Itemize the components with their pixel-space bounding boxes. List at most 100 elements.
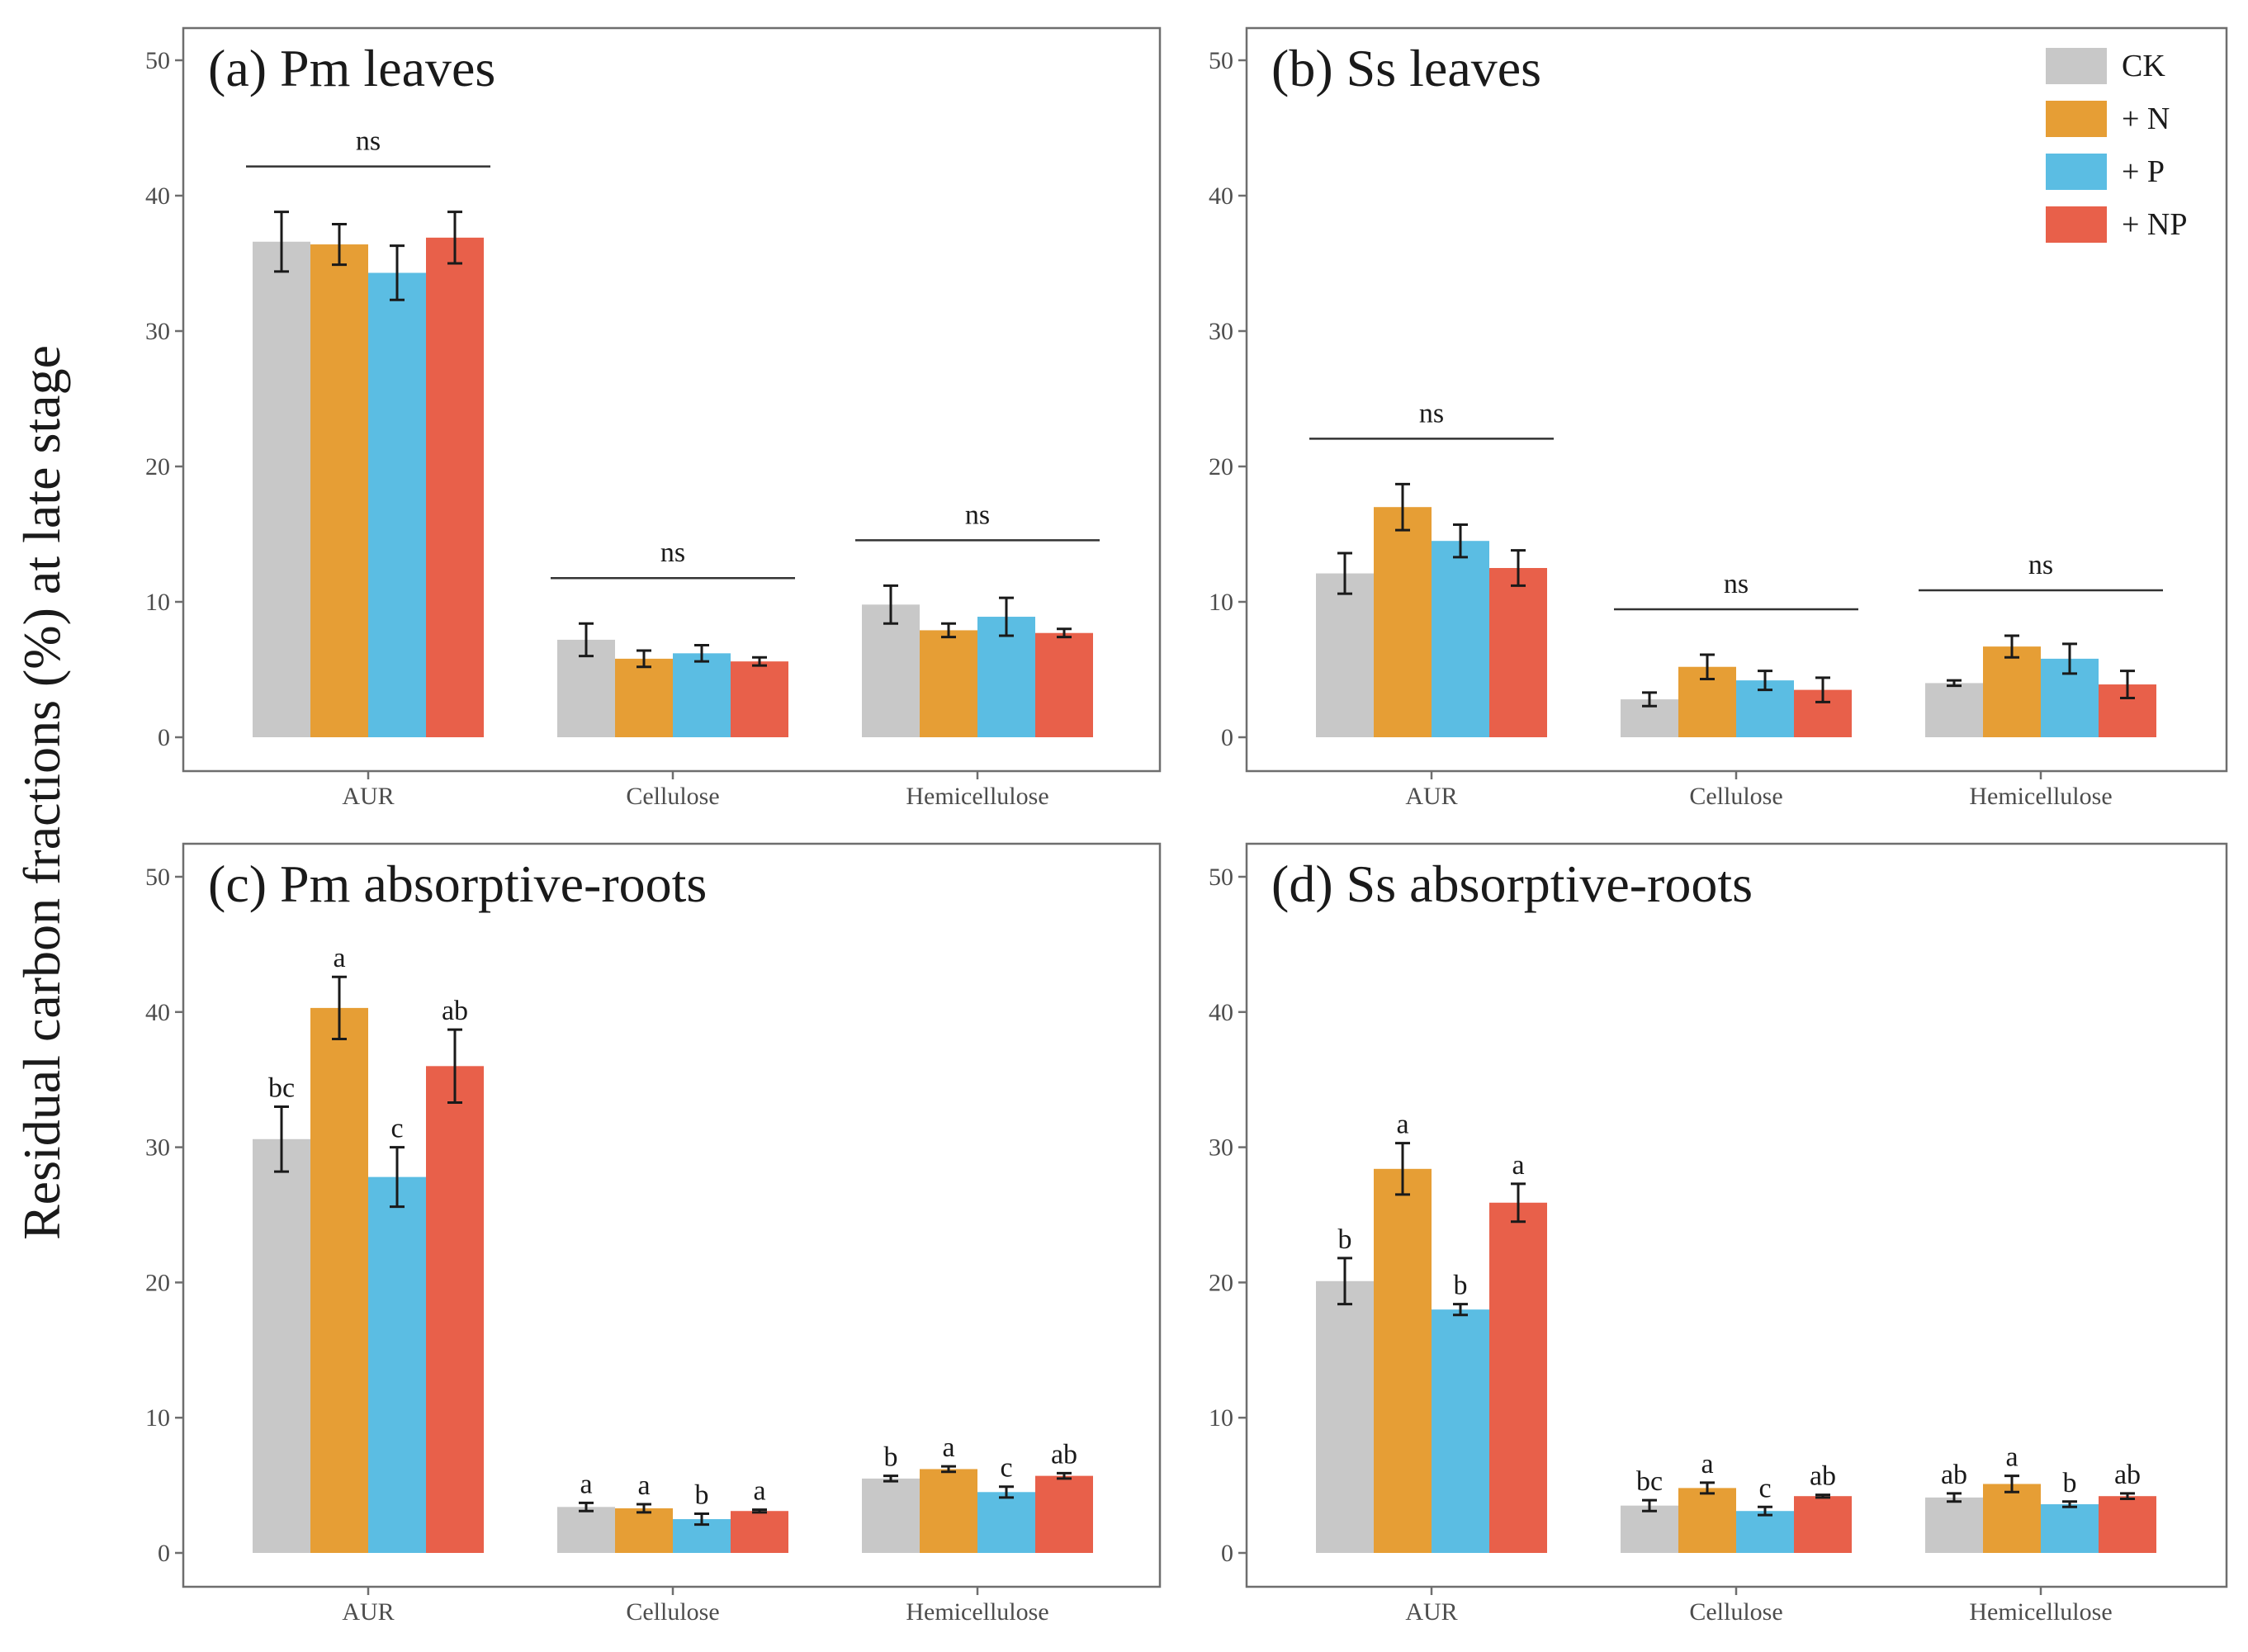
significance-label: ns (1419, 398, 1444, 428)
legend-label: + N (2122, 102, 2170, 136)
bar-p (977, 1492, 1035, 1553)
bar-n (1983, 646, 2041, 737)
significance-letter: a (753, 1476, 765, 1507)
significance-label: ns (2028, 550, 2053, 580)
x-tick-label: Hemicellulose (1969, 1598, 2112, 1626)
x-tick-label: AUR (1405, 783, 1457, 810)
y-tick-label: 20 (145, 1269, 170, 1296)
x-tick-label: AUR (342, 783, 394, 810)
y-tick-label: 50 (145, 864, 170, 891)
significance-letter: c (390, 1114, 403, 1144)
y-tick-label: 20 (145, 453, 170, 480)
y-tick-label: 50 (1209, 864, 1233, 891)
legend-label: + P (2122, 154, 2165, 189)
bar-np (1035, 1475, 1093, 1553)
legend-swatch (2046, 206, 2107, 243)
bar-ck (253, 241, 310, 737)
bar-ck (1621, 1505, 1678, 1553)
y-tick-label: 0 (1221, 1540, 1233, 1567)
x-tick-label: Cellulose (626, 783, 719, 810)
bar-p (368, 272, 426, 738)
significance-label: ns (965, 499, 990, 530)
significance-letter: a (333, 943, 345, 973)
significance-label: ns (1724, 569, 1749, 599)
panel-frame (182, 26, 1162, 773)
bar-ck (1316, 573, 1374, 737)
legend-label: + NP (2122, 207, 2188, 242)
bar-n (310, 1007, 368, 1553)
y-tick-label: 30 (1209, 1134, 1233, 1162)
x-tick-label: Cellulose (1689, 783, 1782, 810)
significance-letter: a (1701, 1449, 1713, 1479)
bar-n (920, 630, 977, 737)
significance-label: ns (660, 537, 685, 568)
panel-frame (182, 842, 1162, 1588)
panel-title: (b) Ss leaves (1271, 39, 1541, 97)
significance-letter: a (942, 1432, 954, 1463)
panel-title: (c) Pm absorptive-roots (208, 854, 707, 913)
bar-p (2041, 1504, 2099, 1553)
significance-letter: c (1758, 1473, 1771, 1503)
legend-swatch (2046, 48, 2107, 84)
bar-p (673, 653, 731, 737)
x-tick-label: Hemicellulose (906, 1598, 1048, 1626)
panel-title: (d) Ss absorptive-roots (1271, 854, 1753, 913)
y-tick-label: 50 (1209, 47, 1233, 74)
bar-p (1432, 1309, 1489, 1553)
panel-b: 0 10 20 30 40 50 (b) Ss leaves AUR ns Cellulose ns… (1209, 26, 2228, 810)
bar-ck (1925, 1497, 1983, 1553)
bar-np (1489, 568, 1547, 737)
bar-n (920, 1469, 977, 1553)
significance-letter: a (580, 1469, 592, 1499)
significance-letter: b (884, 1442, 898, 1473)
bar-np (2099, 1496, 2156, 1553)
bar-p (368, 1176, 426, 1553)
significance-letter: b (1338, 1224, 1352, 1255)
y-axis-label: Residual carbon fractions (%) at late st… (12, 345, 71, 1240)
legend-label: CK (2122, 49, 2165, 83)
bar-np (1489, 1202, 1547, 1553)
bar-n (310, 244, 368, 737)
bar-np (731, 661, 788, 737)
x-tick-label: Hemicellulose (1969, 783, 2112, 810)
y-tick-label: 40 (1209, 182, 1233, 210)
y-tick-label: 50 (145, 47, 170, 74)
significance-letter: b (2063, 1468, 2077, 1498)
x-tick-label: Cellulose (1689, 1598, 1782, 1626)
significance-letter: b (695, 1479, 709, 1510)
y-tick-label: 0 (1221, 724, 1233, 751)
panel-title: (a) Pm leaves (208, 39, 495, 97)
bar-n (615, 1508, 673, 1553)
y-tick-label: 0 (158, 1540, 170, 1567)
panel-a: 0 10 20 30 40 50 (a) Pm leaves AUR ns Cellulose ns… (145, 26, 1162, 810)
bar-ck (253, 1138, 310, 1553)
significance-label: ns (356, 126, 381, 157)
significance-letter: ab (1941, 1460, 1967, 1490)
x-tick-label: Cellulose (626, 1598, 719, 1626)
y-tick-label: 0 (158, 724, 170, 751)
bar-np (1035, 632, 1093, 737)
y-tick-label: 10 (145, 589, 170, 616)
y-tick-label: 10 (1209, 589, 1233, 616)
legend: CK + N + P + NP (2046, 48, 2188, 243)
legend-swatch (2046, 154, 2107, 190)
significance-letter: bc (268, 1072, 295, 1103)
bar-np (1794, 1496, 1852, 1553)
bar-p (1736, 1511, 1794, 1553)
bar-ck (1925, 683, 1983, 737)
significance-letter: ab (1810, 1461, 1836, 1492)
y-tick-label: 30 (145, 1134, 170, 1162)
bar-np (426, 237, 484, 738)
bar-n (615, 658, 673, 737)
bar-p (1432, 541, 1489, 737)
bar-ck (862, 604, 920, 737)
y-tick-label: 10 (1209, 1404, 1233, 1432)
significance-letter: ab (2114, 1460, 2141, 1490)
legend-swatch (2046, 101, 2107, 137)
bar-n (1983, 1484, 2041, 1553)
bar-ck (557, 1507, 615, 1553)
x-tick-label: AUR (1405, 1598, 1457, 1626)
significance-letter: bc (1636, 1466, 1663, 1497)
